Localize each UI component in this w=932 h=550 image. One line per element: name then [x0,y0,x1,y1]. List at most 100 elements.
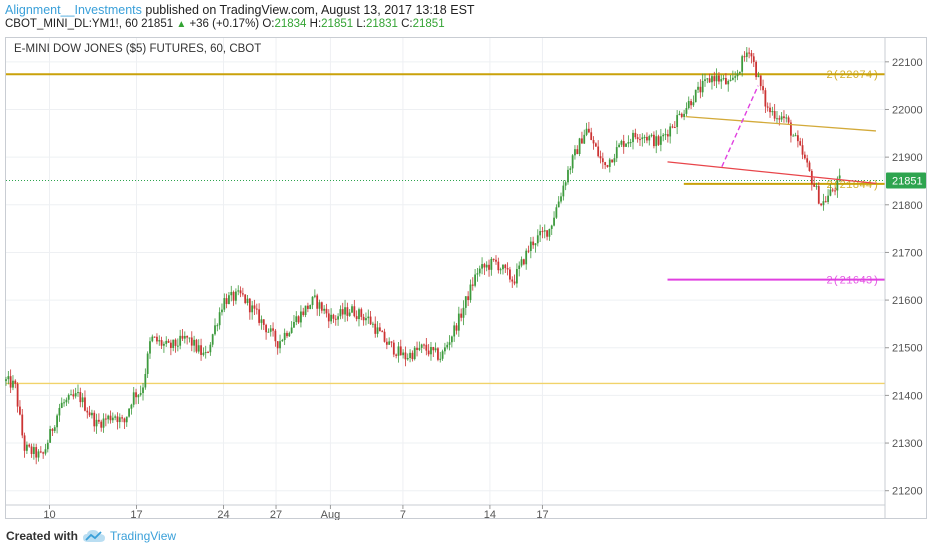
candle-body [146,353,149,374]
candle-body [151,336,154,342]
candle-body [320,302,323,311]
candle-body [671,126,674,128]
candle-body [611,159,614,163]
candle-body [93,412,96,427]
candle-body [641,137,644,140]
candle-body [111,417,114,421]
dashed-projection-line [721,85,759,167]
price-tick-label: 21700 [892,247,923,259]
candle-body [643,136,646,138]
candle-body [237,290,240,292]
time-tick-label: 17 [536,509,548,521]
candle-body [657,136,660,145]
candle-body [460,313,463,318]
candle-body [464,296,467,308]
candle-body [406,357,409,360]
candle-body [26,444,28,451]
candle-body [653,134,655,147]
candle-body [367,316,370,319]
candle-body [160,340,163,346]
candle-body [9,376,12,388]
candle-body [165,340,168,344]
candle-body [629,142,632,144]
candle-body [304,305,307,316]
candle-body [135,392,137,398]
candle-body [829,189,832,196]
candle-body [221,309,223,313]
price-tick-label: 21800 [892,200,923,212]
candle-body [836,178,839,191]
candle-body [223,298,226,310]
time-tick-label: 27 [270,509,282,521]
candle-body [655,136,658,147]
candle-body [169,342,172,349]
candle-body [787,117,790,123]
candle-body [448,342,451,345]
candle-body [803,154,806,159]
candle-body [594,143,597,147]
candle-body [116,416,119,423]
candle-body [402,352,405,356]
chart-frame[interactable] [5,37,927,519]
candle-body [128,408,130,417]
candle-body [21,414,24,436]
candle-body [230,291,233,296]
candle-body [790,122,792,136]
candle-body [764,90,767,107]
candle-body [534,243,537,246]
time-tick-label: 14 [484,509,496,521]
horizontal-level-label: 2(22074) [826,70,879,82]
candle-body [104,418,107,420]
candle-body [392,342,395,355]
candle-body [255,308,258,310]
time-tick-label: 10 [43,509,55,521]
candle-body [97,419,100,422]
candle-body [248,298,251,313]
candle-body [685,108,688,114]
up-arrow-icon: ▲ [176,19,187,30]
candle-body [5,379,7,382]
current-price-label: 21851 [892,175,923,187]
candle-body [504,264,507,269]
candle-body [149,341,151,354]
candle-body [125,416,128,423]
candle-body [107,415,110,420]
candle-body [590,132,593,140]
candle-body [824,201,827,203]
candle-body [741,56,744,72]
candle-body [467,296,470,301]
candle-body [636,137,639,140]
candle-body [323,308,326,311]
candle-body [457,313,460,331]
candle-body [351,306,353,313]
candle-body [810,170,813,185]
candle-body [79,392,82,403]
candle-body [88,412,91,416]
candle-body [543,230,546,232]
candle-body [502,264,504,270]
author-link[interactable]: Alignment__Investments [5,3,142,17]
candles [5,47,841,465]
candle-body [385,341,388,345]
publish-line: Alignment__Investments published on Trad… [5,3,475,17]
candle-body [32,447,35,454]
candle-body [701,80,704,93]
candle-body [520,259,523,266]
candle-body [14,380,17,384]
candle-body [16,383,19,407]
candle-body [757,75,760,78]
time-tick-label: 7 [400,509,406,521]
candle-body [316,295,319,309]
candle-body [144,373,147,388]
candle-body [634,132,637,138]
candle-body [620,140,623,145]
current-price-tag: 21851 [886,172,926,189]
candle-body [462,307,465,318]
candle-body [181,335,184,339]
candle-body [425,344,428,351]
tradingview-brand[interactable]: TradingView [110,529,177,543]
candle-body [397,346,400,356]
horizontal-level-label: 2(21844) [826,180,879,192]
time-tick-label: 24 [217,509,229,521]
